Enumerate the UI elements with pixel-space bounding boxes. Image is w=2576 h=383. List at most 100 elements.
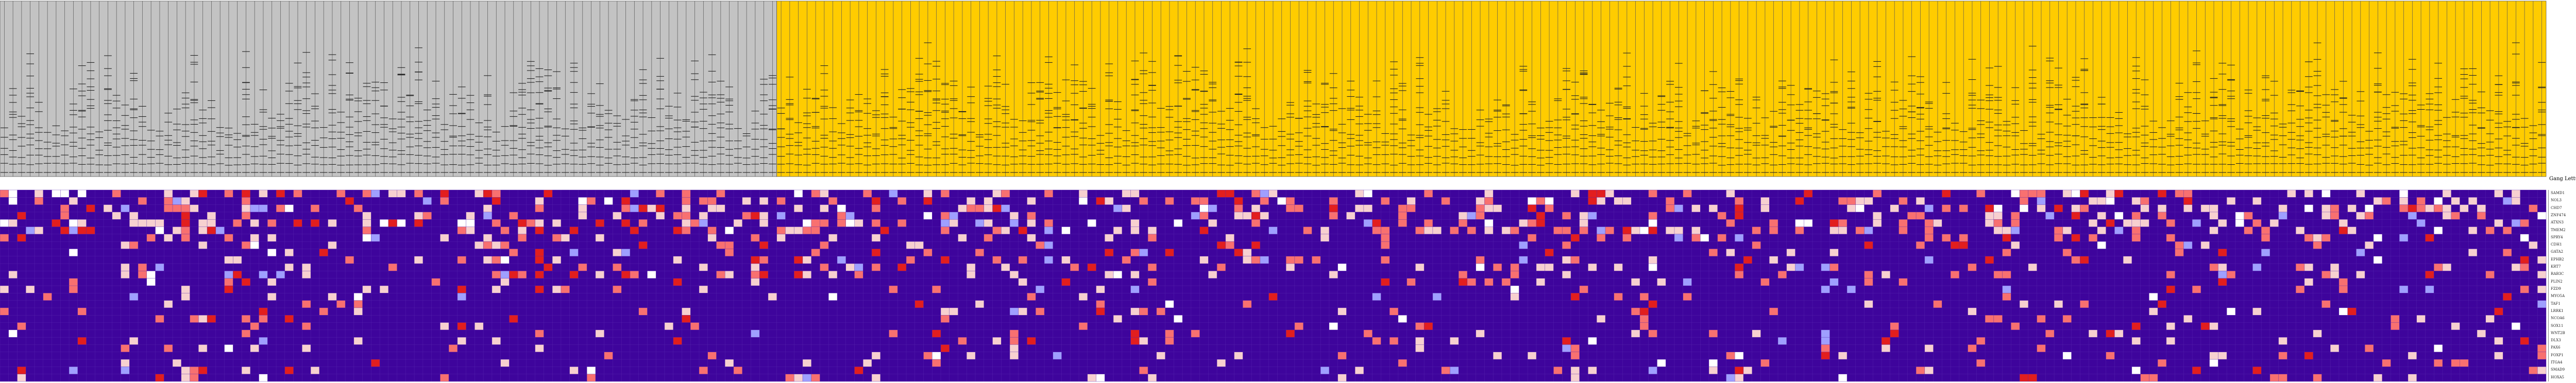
heatmap-cell (1415, 344, 1425, 352)
heatmap-cell (362, 227, 371, 234)
heatmap-cell (2520, 219, 2529, 227)
heatmap-cell (242, 241, 250, 249)
heatmap-cell (872, 197, 880, 205)
heatmap-cell (638, 204, 648, 212)
heatmap-cell (121, 241, 130, 249)
heatmap-cell (2183, 241, 2193, 249)
heatmap-cell (1355, 204, 1364, 212)
heatmap-cell (1855, 197, 1865, 205)
heatmap-cell (483, 234, 492, 242)
heatmap-cell (1829, 219, 1839, 227)
heatmap-cell (707, 204, 717, 212)
heatmap-cell (2140, 204, 2149, 212)
heatmap-cell (1855, 204, 1865, 212)
heatmap-cell (2399, 234, 2408, 242)
heatmap-cell (1639, 315, 1649, 323)
heatmap-cell (535, 197, 544, 205)
heatmap-cell (1191, 329, 1200, 338)
heatmap-cell (121, 344, 130, 352)
heatmap-cell (1079, 197, 1088, 205)
heatmap-cell (1260, 212, 1269, 220)
heatmap-cell (1096, 300, 1105, 308)
heatmap-cell (1648, 227, 1657, 234)
heatmap-cell (613, 264, 622, 271)
heatmap-cell (1122, 256, 1131, 264)
heatmap-cell (1864, 271, 1873, 278)
heatmap-cell (2442, 204, 2451, 212)
heatmap-cell (1199, 197, 1209, 205)
heatmap-cell (1691, 204, 1701, 212)
heatmap-cell (1010, 329, 1019, 338)
heatmap-cell (1847, 197, 1856, 205)
heatmap-cell (2200, 322, 2210, 330)
heatmap-cell (2062, 227, 2072, 234)
heatmap-cell (1657, 359, 1666, 367)
heatmap-cell (198, 190, 208, 198)
heatmap-cell (1562, 256, 1571, 264)
heatmap-cell (1165, 300, 1174, 308)
heatmap-cell (2252, 197, 2262, 205)
heatmap-cell (2175, 241, 2184, 249)
heatmap-cell (1260, 197, 1269, 205)
heatmap-cell (1899, 278, 1908, 286)
heatmap-cell (1113, 227, 1122, 234)
heatmap-cell (1536, 278, 1545, 286)
heatmap-cell (440, 197, 449, 205)
heatmap-cell (371, 234, 380, 242)
heatmap-cell (742, 212, 751, 220)
heatmap-cell (673, 256, 682, 264)
heatmap-cell (1864, 300, 1873, 308)
gene-label: CHD7 (2551, 205, 2562, 210)
heatmap-cell (759, 256, 768, 264)
heatmap-cell (569, 271, 579, 278)
heatmap-cell (794, 271, 803, 278)
heatmap-cell (1044, 227, 1053, 234)
heatmap-cell (1208, 271, 1217, 278)
heatmap-cell (1501, 227, 1511, 234)
heatmap-cell (1148, 264, 1157, 271)
heatmap-cell (794, 227, 803, 234)
heatmap-cell (2529, 204, 2538, 212)
heatmap-cell (353, 204, 363, 212)
heatmap-cell (2037, 197, 2046, 205)
heatmap-cell (2321, 271, 2331, 278)
heatmap-cell (914, 241, 924, 249)
heatmap-cell (707, 197, 717, 205)
heatmap-cell (69, 249, 78, 256)
heatmap-cell (2131, 197, 2141, 205)
heatmap-cell (500, 241, 510, 249)
heatmap-cell (690, 219, 699, 227)
heatmap-cell (1726, 374, 1735, 381)
heatmap-cell (1105, 234, 1114, 242)
heatmap-cell (155, 264, 164, 271)
heatmap-cell (1631, 278, 1640, 286)
heatmap-cell (1993, 204, 2003, 212)
heatmap-cell (1899, 227, 1908, 234)
heatmap-cell (2175, 249, 2184, 256)
heatmap-cell (1674, 234, 1683, 242)
heatmap-cell (897, 219, 907, 227)
heatmap-cell (1303, 227, 1312, 234)
heatmap-cell (837, 256, 846, 264)
heatmap-cell (544, 264, 553, 271)
heatmap-cell (60, 212, 70, 220)
heatmap-cell (1113, 315, 1122, 323)
heatmap-cell (1821, 286, 1830, 293)
heatmap-cell (2080, 256, 2089, 264)
heatmap-cell (2382, 197, 2391, 205)
heatmap-cell (43, 293, 52, 301)
heatmap-cell (2183, 190, 2193, 198)
heatmap-cell (1924, 227, 1934, 234)
heatmap-cell (2425, 234, 2434, 242)
heatmap-cell (1631, 307, 1640, 316)
heatmap-cell (1536, 264, 1545, 271)
heatmap-cell (2365, 241, 2374, 249)
heatmap-cell (2097, 212, 2106, 220)
heatmap-cell (1234, 204, 1243, 212)
heatmap-cell (1821, 337, 1830, 345)
heatmap-cell (2071, 256, 2080, 264)
heatmap-cell (1415, 337, 1425, 345)
heatmap-cell (1838, 197, 1848, 205)
heatmap-cell (1864, 241, 1873, 249)
heatmap-cell (1199, 212, 1209, 220)
